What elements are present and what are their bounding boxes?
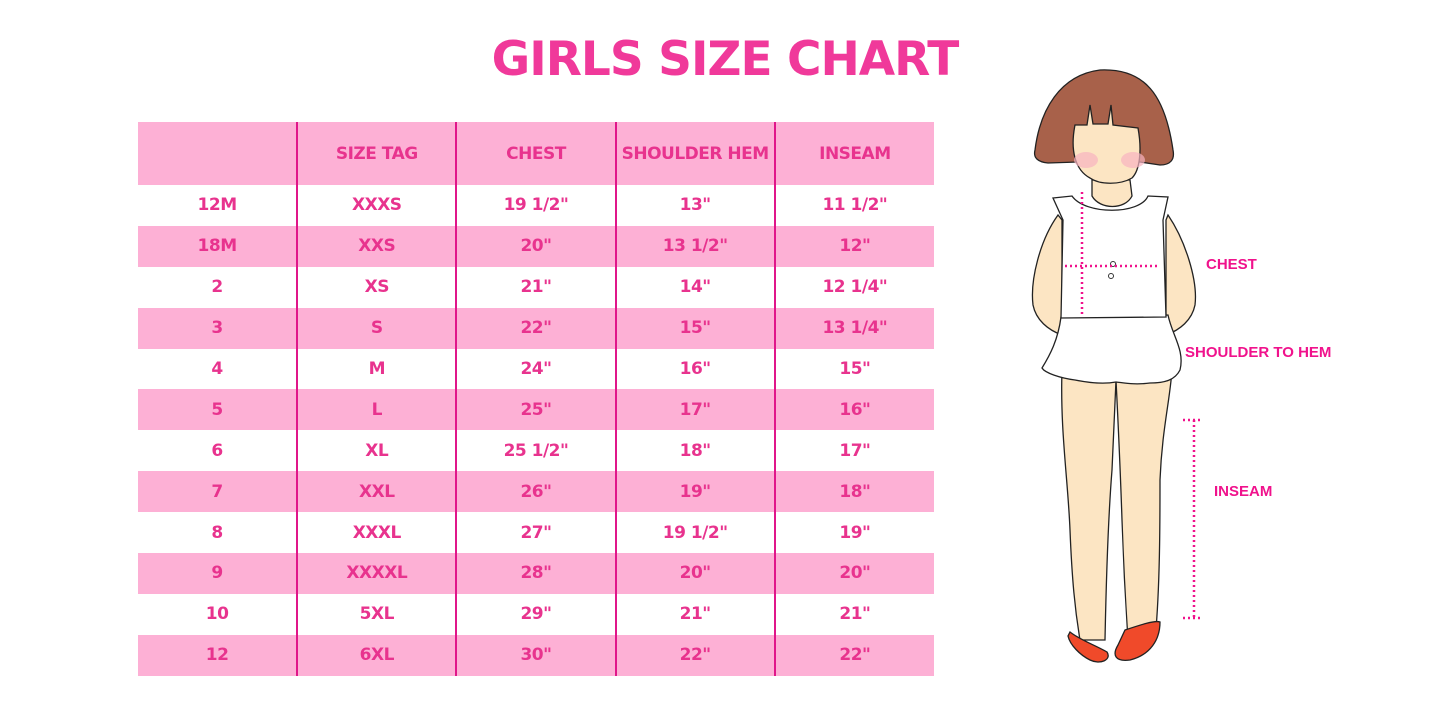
table-row: 12 6XL 30" 22" 22" — [138, 634, 934, 676]
page-title: GIRLS SIZE CHART — [491, 32, 960, 87]
table-cell: 3 — [138, 307, 298, 349]
table-row: 7 XXL 26" 19" 18" — [138, 471, 934, 513]
table-cell: 28" — [455, 553, 616, 594]
table-cell: 13" — [614, 185, 775, 226]
table-cell: XXXXL — [296, 553, 457, 594]
table-cell: 21" — [614, 593, 775, 635]
table-cell: 19 1/2" — [614, 512, 775, 554]
column-header: SHOULDER HEM — [614, 122, 775, 185]
table-cell: 17" — [614, 389, 775, 431]
table-cell: 15" — [773, 348, 934, 390]
table-cell: 21" — [773, 593, 934, 635]
table-cell: 4 — [211, 359, 223, 379]
table-cell: 8 — [211, 522, 223, 543]
table-cell: 22" — [614, 634, 775, 676]
table-cell: 5 — [138, 389, 298, 431]
table-cell: 19 1/2" — [455, 185, 616, 226]
table-cell: 24" — [455, 348, 616, 390]
table-cell: 16" — [614, 348, 775, 390]
column-header: SIZE TAG — [296, 122, 457, 185]
inseam-label: INSEAM — [1214, 483, 1273, 500]
column-header — [138, 122, 298, 185]
table-cell: 9 — [138, 553, 298, 594]
table-cell: 21" — [455, 266, 616, 308]
table-row: 3 S 22" 15" 13 1/4" — [138, 307, 934, 349]
table-cell: XXXL — [296, 512, 457, 554]
table-cell: S — [296, 307, 457, 349]
table-cell: 26" — [455, 471, 616, 513]
table-cell: 16" — [773, 389, 934, 431]
table-cell: 12M — [197, 195, 238, 216]
table-cell: 5XL — [296, 593, 457, 635]
table-cell: 20" — [614, 553, 775, 594]
table-cell: 27" — [455, 512, 616, 554]
table-cell: XL — [296, 430, 457, 472]
table-cell: 18" — [773, 471, 934, 513]
table-cell: 30" — [455, 634, 616, 676]
table-row: 9 XXXXL 28" 20" 20" — [138, 553, 934, 594]
table-cell: 7 — [138, 471, 298, 513]
table-cell: 25 1/2" — [455, 430, 616, 472]
column-header: CHEST — [455, 122, 616, 185]
table-cell: XXS — [296, 225, 457, 267]
table-cell: 19" — [773, 512, 934, 554]
table-cell: 17" — [773, 430, 934, 472]
table-cell: XXXS — [296, 185, 457, 226]
table-header: SIZE TAG CHEST SHOULDER HEM INSEAM — [138, 122, 934, 185]
table-row: 2 XS 21" 14" 12 1/4" — [138, 266, 934, 308]
table-cell: 15" — [614, 307, 775, 349]
table-row: 8 XXXL 27" 19 1/2" 19" — [138, 512, 934, 554]
table-cell: 18M — [138, 225, 298, 267]
table-row: 5 L 25" 17" 16" — [138, 389, 934, 431]
table-cell: 6XL — [296, 634, 457, 676]
table-cell: 2 — [211, 277, 223, 298]
table-cell: L — [296, 389, 457, 431]
table-cell: 13 1/2" — [614, 225, 775, 267]
table-cell: 12 1/4" — [773, 266, 934, 308]
column-header: INSEAM — [773, 122, 934, 185]
table-cell: M — [296, 348, 457, 390]
table-row: 6 XL 25 1/2" 18" 17" — [138, 430, 934, 472]
table-cell: 10 — [205, 604, 229, 625]
table-cell: 29" — [455, 593, 616, 635]
table-cell: 20" — [773, 553, 934, 594]
table-cell: 18" — [614, 430, 775, 472]
table-cell: 6 — [211, 440, 223, 461]
table-cell: 12" — [773, 225, 934, 267]
table-cell: 14" — [614, 266, 775, 308]
table-cell: 25" — [455, 389, 616, 431]
table-cell: 13 1/4" — [773, 307, 934, 349]
table-cell: 22" — [773, 634, 934, 676]
table-cell: XS — [296, 266, 457, 308]
table-cell: 12 — [138, 634, 298, 676]
table-cell: 22" — [455, 307, 616, 349]
chest-label: CHEST — [1206, 256, 1257, 273]
table-cell: 20" — [455, 225, 616, 267]
shoulder-to-hem-label: SHOULDER TO HEM — [1185, 344, 1332, 361]
table-cell: 11 1/2" — [773, 185, 934, 226]
table-row: 10 5XL 29" 21" 21" — [138, 593, 934, 635]
size-table: SIZE TAG CHEST SHOULDER HEM INSEAM 12M XXXS 1… — [138, 122, 934, 676]
table-row: 18M XXS 20" 13 1/2" 12" — [138, 225, 934, 267]
table-cell: XXL — [296, 471, 457, 513]
table-row: 12M XXXS 19 1/2" 13" 11 1/2" — [138, 185, 934, 226]
table-row: 4 M 24" 16" 15" — [138, 348, 934, 390]
table-cell: 19" — [614, 471, 775, 513]
